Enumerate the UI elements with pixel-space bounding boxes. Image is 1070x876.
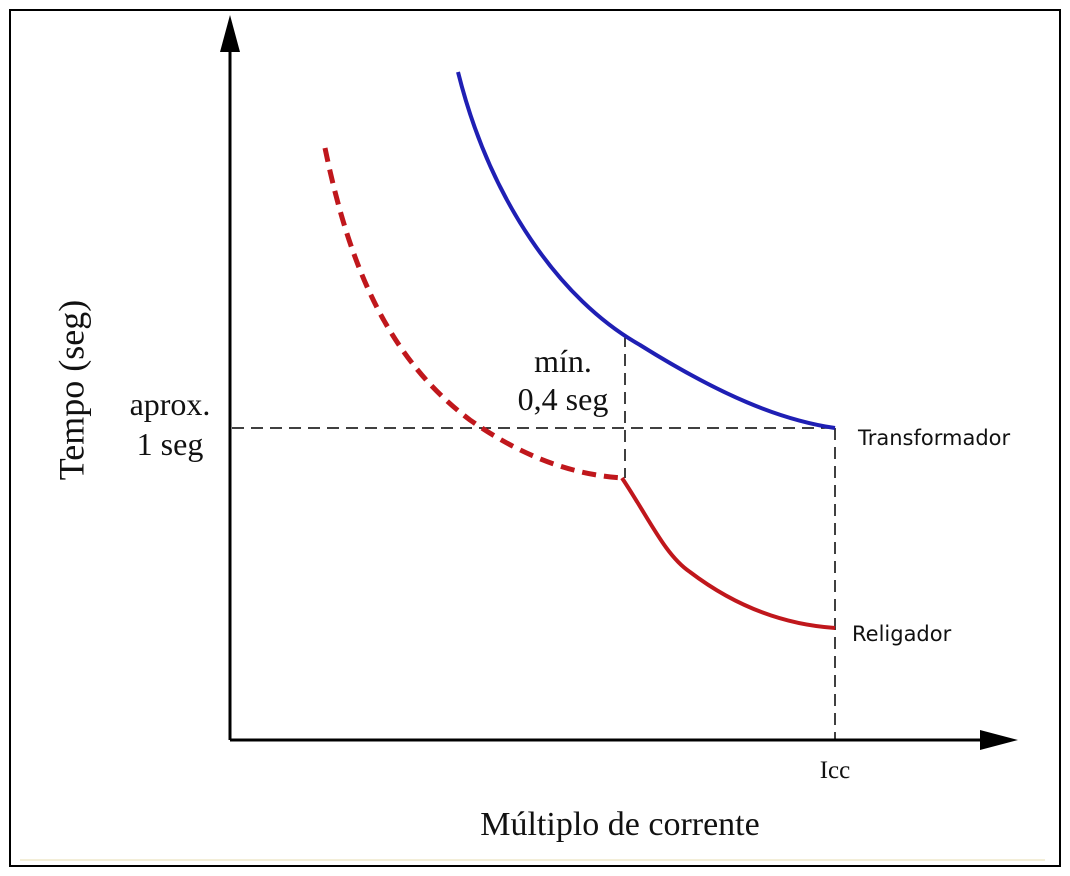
min-value: 0,4 seg — [518, 381, 609, 417]
y-axis-label: Tempo (seg) — [51, 300, 91, 480]
transformador-curve — [456, 71, 836, 430]
frame — [9, 9, 1061, 867]
aprox-label: aprox. — [130, 386, 211, 422]
x-axis-label: Múltiplo de corrente — [480, 806, 759, 843]
religador-curve — [620, 476, 836, 630]
transformador-label: Transformador — [857, 426, 1011, 450]
icc-label: Icc — [820, 757, 851, 784]
religador-curve-dashed — [322, 147, 623, 481]
min-label: mín. — [534, 343, 592, 379]
religador-label: Religador — [852, 622, 952, 646]
aprox-value: 1 seg — [137, 426, 204, 462]
y-axis-arrow — [220, 15, 240, 52]
x-axis-arrow — [980, 730, 1018, 750]
